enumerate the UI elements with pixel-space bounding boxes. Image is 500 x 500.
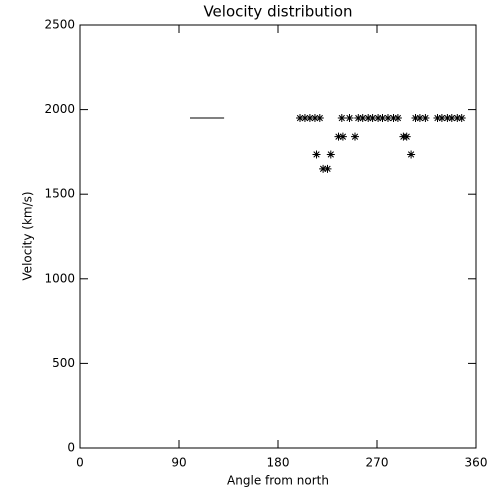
x-tick-label: 0 <box>76 456 84 470</box>
asterisk-marker <box>296 114 304 123</box>
x-tick-label: 270 <box>366 456 389 470</box>
asterisk-marker <box>319 164 328 173</box>
y-tick-label: 2000 <box>44 102 75 116</box>
asterisk-marker <box>393 114 402 123</box>
asterisk-marker <box>411 114 420 123</box>
asterisk-marker <box>415 114 424 123</box>
y-tick-label: 2500 <box>44 18 75 32</box>
asterisk-marker <box>402 132 411 141</box>
asterisk-marker <box>300 114 309 123</box>
asterisk-marker <box>378 114 387 123</box>
asterisk-marker <box>334 132 343 141</box>
y-tick-label: 500 <box>52 356 75 370</box>
asterisk-marker <box>384 114 392 123</box>
y-tick-label: 0 <box>67 441 75 455</box>
chart-title: Velocity distribution <box>203 3 352 21</box>
asterisk-marker <box>358 114 367 123</box>
asterisk-marker <box>323 164 332 173</box>
y-tick-label: 1000 <box>44 271 75 285</box>
asterisk-marker <box>447 114 456 123</box>
asterisk-marker <box>433 114 442 123</box>
asterisk-marker <box>407 150 416 159</box>
asterisk-marker <box>364 114 373 123</box>
y-tick-label: 1500 <box>44 187 75 201</box>
asterisk-marker <box>338 132 347 141</box>
x-tick-label: 180 <box>267 456 290 470</box>
asterisk-marker <box>453 114 462 123</box>
asterisk-marker <box>305 114 314 123</box>
asterisk-marker <box>421 114 430 123</box>
asterisk-marker <box>374 114 383 123</box>
asterisk-marker <box>457 114 466 123</box>
asterisk-marker <box>389 114 398 123</box>
asterisk-marker <box>337 114 346 123</box>
asterisk-marker <box>326 150 335 159</box>
asterisk-marker <box>345 114 354 123</box>
plot-frame <box>79 24 477 449</box>
x-tick-label: 360 <box>465 456 488 470</box>
y-axis-label: Velocity (km/s) <box>21 191 35 280</box>
asterisk-marker <box>310 114 319 123</box>
asterisk-marker <box>351 132 359 141</box>
asterisk-marker <box>443 114 452 123</box>
x-axis-label: Angle from north <box>227 474 329 488</box>
asterisk-marker <box>368 114 377 123</box>
asterisk-marker <box>437 114 446 123</box>
x-tick-label: 90 <box>171 456 186 470</box>
asterisk-marker <box>354 114 363 123</box>
asterisk-marker <box>312 150 321 159</box>
asterisk-marker <box>315 114 324 123</box>
